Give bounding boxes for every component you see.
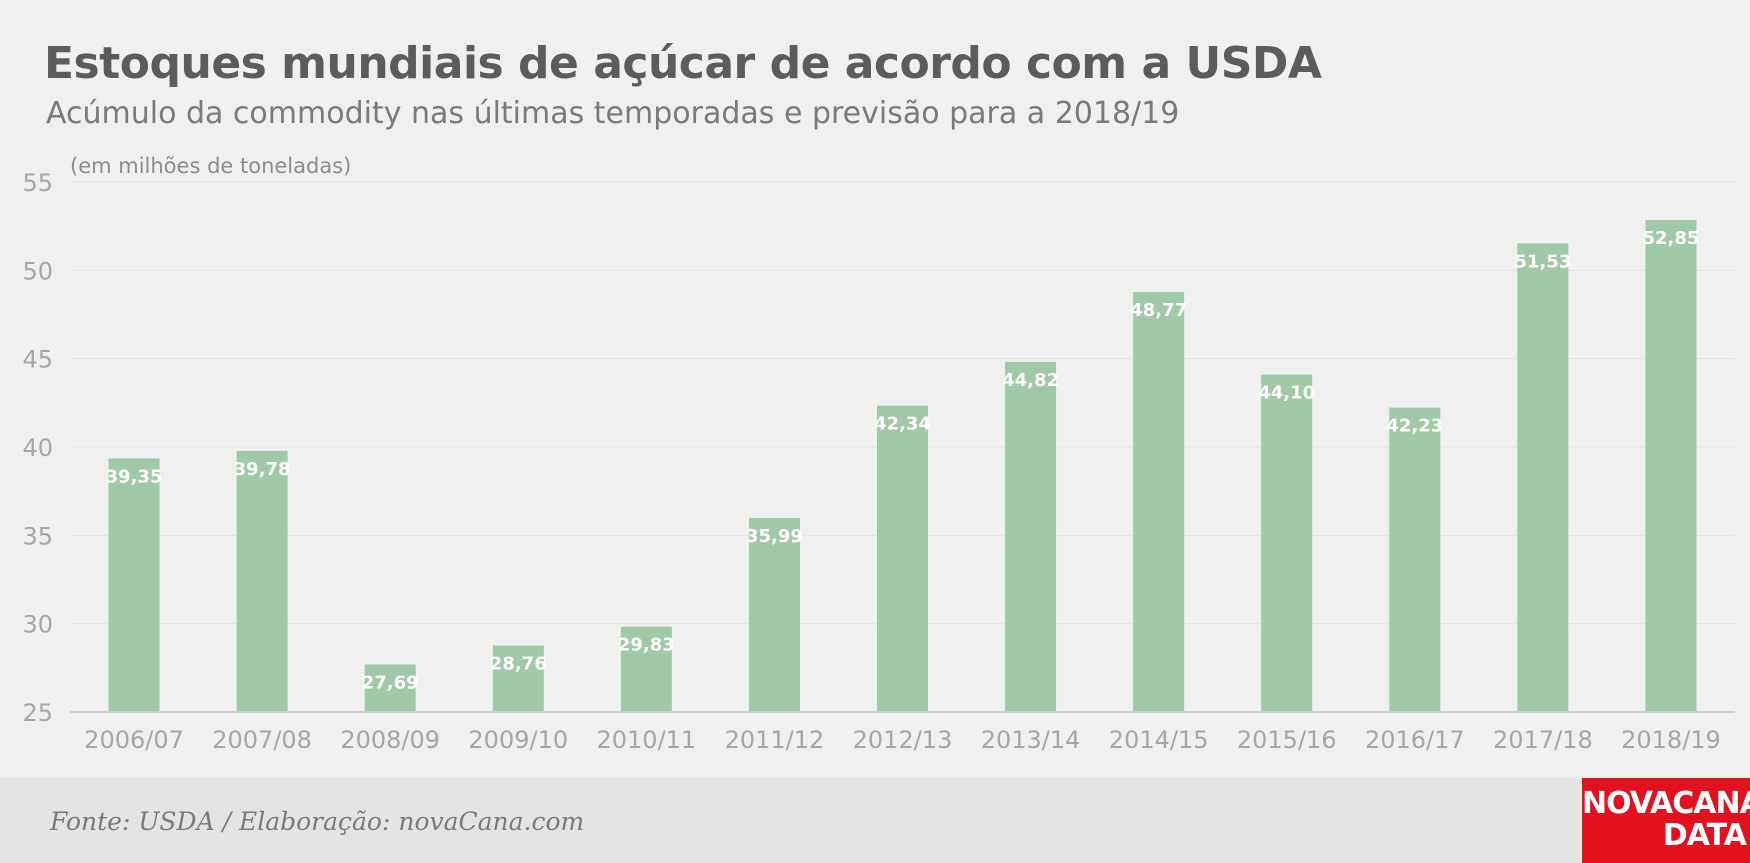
x-tick-label: 2006/07 xyxy=(84,726,184,754)
data-label: 29,83 xyxy=(618,635,675,656)
bar xyxy=(877,405,928,712)
y-tick-label: 50 xyxy=(22,257,53,285)
y-tick-label: 40 xyxy=(22,434,53,462)
bar xyxy=(1645,219,1697,712)
footer-band xyxy=(0,778,1750,863)
data-label: 39,35 xyxy=(106,466,163,487)
x-tick-label: 2017/18 xyxy=(1493,726,1593,754)
bar xyxy=(1133,292,1185,712)
bar xyxy=(1389,407,1441,712)
x-tick-label: 2009/10 xyxy=(468,726,568,754)
y-tick-label: 55 xyxy=(22,169,53,197)
x-tick-label: 2010/11 xyxy=(596,726,696,754)
x-tick-label: 2015/16 xyxy=(1237,726,1337,754)
x-tick-label: 2007/08 xyxy=(212,726,312,754)
x-tick-label: 2018/19 xyxy=(1621,726,1721,754)
x-tick-label: 2011/12 xyxy=(725,726,825,754)
bar xyxy=(236,450,288,712)
unit-label: (em milhões de toneladas) xyxy=(70,154,351,178)
data-label: 35,99 xyxy=(746,526,803,547)
novacana-data-logo: NOVACANA DATA xyxy=(1582,778,1750,863)
source-note: Fonte: USDA / Elaboração: novaCana.com xyxy=(50,807,585,836)
bar xyxy=(364,664,416,712)
x-tick-label: 2013/14 xyxy=(981,726,1081,754)
bar xyxy=(1517,243,1569,712)
data-label: 48,77 xyxy=(1130,300,1187,321)
y-tick-label: 25 xyxy=(22,699,53,727)
data-label: 44,82 xyxy=(1002,370,1059,391)
data-label: 42,23 xyxy=(1386,416,1443,437)
y-tick-label: 30 xyxy=(22,611,53,639)
data-label: 44,10 xyxy=(1258,383,1315,404)
y-tick-label: 45 xyxy=(22,346,53,374)
bar xyxy=(1005,361,1057,712)
x-tick-label: 2008/09 xyxy=(340,726,440,754)
logo-line-1: NOVACANA xyxy=(1582,786,1750,821)
logo-line-2: DATA xyxy=(1662,818,1747,853)
bar xyxy=(108,458,160,712)
data-label: 27,69 xyxy=(362,672,419,693)
y-tick-label: 35 xyxy=(22,522,53,550)
data-label: 28,76 xyxy=(490,654,547,675)
bar xyxy=(748,517,800,712)
bar xyxy=(1261,374,1313,712)
data-label: 42,34 xyxy=(874,414,931,435)
bar xyxy=(620,626,672,712)
chart-subtitle: Acúmulo da commodity nas últimas tempora… xyxy=(46,96,1180,131)
x-tick-label: 2014/15 xyxy=(1109,726,1209,754)
x-tick-label: 2016/17 xyxy=(1365,726,1465,754)
data-label: 39,78 xyxy=(234,459,291,480)
bar-chart: 25 30 35 40 45 50 55 (em milhões de toneladas) 3… xyxy=(22,154,1735,754)
chart-title: Estoques mundiais de açúcar de acordo co… xyxy=(44,38,1322,89)
bar xyxy=(492,645,544,712)
data-label: 51,53 xyxy=(1514,251,1571,272)
x-tick-label: 2012/13 xyxy=(853,726,953,754)
data-label: 52,85 xyxy=(1642,228,1699,249)
